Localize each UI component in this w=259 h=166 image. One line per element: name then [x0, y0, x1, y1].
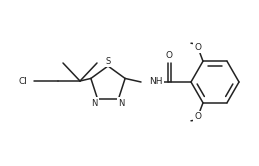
Text: O: O: [195, 43, 202, 52]
Text: O: O: [166, 51, 172, 60]
Text: N: N: [119, 99, 125, 108]
Text: NH: NH: [149, 78, 162, 86]
Text: O: O: [195, 112, 202, 121]
Text: Cl: Cl: [18, 77, 27, 85]
Text: S: S: [105, 57, 111, 66]
Text: N: N: [91, 99, 97, 108]
